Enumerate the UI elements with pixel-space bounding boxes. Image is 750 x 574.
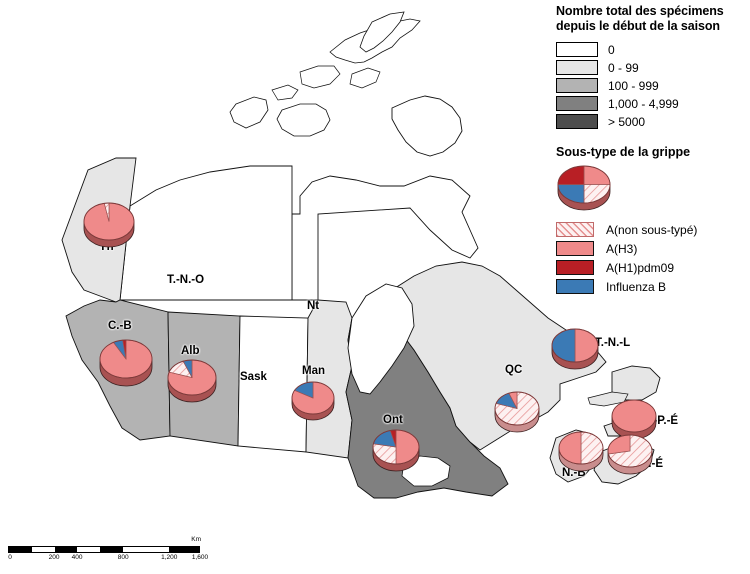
scale-tick-5: 1,600: [191, 554, 209, 561]
legend-subtype-swatch-untyped: [556, 222, 594, 237]
legend-row-1: 0 - 99: [556, 59, 746, 76]
hudson-bay: [347, 283, 415, 395]
pie-chart-tnl: [551, 328, 599, 370]
pie-chart-yn: [83, 202, 135, 248]
province-qc: [373, 261, 607, 451]
legend-label-3: 1,000 - 4,999: [608, 96, 679, 111]
ellesmere-island: [359, 11, 405, 53]
legend-swatch-0: [556, 42, 598, 57]
island-cluster-north: [271, 65, 381, 101]
region-label-qc: QC: [505, 364, 523, 376]
pie-chart-man: [291, 381, 335, 421]
scale-bar-segment-2: [77, 547, 101, 552]
pie-chart-ne: [607, 434, 653, 475]
scale-bar-ticks: 0 200 400 800 1,200 1,600: [8, 554, 208, 566]
region-label-ont: Ont: [383, 414, 403, 426]
scale-tick-4: 1,200: [161, 554, 178, 561]
scale-tick-3: 800: [117, 554, 129, 561]
pie-chart-nb: [558, 431, 604, 472]
legend-swatch-4: [556, 114, 598, 129]
province-tno: [119, 165, 293, 301]
legend-subtype-label-2: A(H1)pdm09: [606, 260, 675, 275]
legend-specimen-counts: Nombre total des spécimens depuis le déb…: [556, 4, 746, 130]
legend-influenza-subtype: Sous-type de la grippe A(non sous-typé) …: [556, 145, 746, 296]
region-label-man: Man: [302, 365, 325, 377]
legend-sample-pie: [557, 165, 611, 211]
scale-bar-unit: Km: [191, 536, 201, 543]
legend-subtype-row-0: A(non sous-typé): [556, 220, 746, 239]
scale-tick-0: 0: [8, 554, 12, 561]
region-label-nt: Nt: [307, 300, 320, 312]
pie-chart-ont: [372, 429, 420, 472]
province-nt: [291, 175, 479, 301]
pie-chart-ipe: [611, 399, 657, 440]
legend-subtype-label-1: A(H3): [606, 241, 638, 256]
legend-subtype-row-2: A(H1)pdm09: [556, 258, 746, 277]
pie-chart-alb: [167, 359, 217, 403]
pie-chart-cb: [99, 339, 153, 387]
scale-bar-segment-3: [123, 547, 169, 552]
legend-subtype-swatch-ah3: [556, 241, 594, 256]
legend-swatch-3: [556, 96, 598, 111]
legend-subtype-swatch-influenzab: [556, 279, 594, 294]
legend-subtype-title: Sous-type de la grippe: [556, 145, 691, 159]
scale-bar-segment-1: [31, 547, 55, 552]
legend-subtype-swatch-ah1pdm09: [556, 260, 594, 275]
legend-subtype-label-0: A(non sous-typé): [606, 222, 698, 237]
legend-row-4: > 5000: [556, 113, 746, 130]
legend-title-line1: Nombre total des spécimens: [556, 4, 724, 18]
legend-swatch-1: [556, 60, 598, 75]
legend-title-line2: depuis le début de la saison: [556, 18, 720, 33]
victoria-island: [276, 103, 331, 137]
region-label-alb: Alb: [181, 345, 200, 357]
legend-swatch-2: [556, 78, 598, 93]
region-label-cb: C.-B: [108, 320, 132, 332]
region-label-tnl: T.-N.-L: [595, 337, 631, 349]
legend-label-4: > 5000: [608, 114, 646, 129]
scale-bar: Km 0 200 400 800 1,200 1,600: [8, 536, 208, 566]
baffin-island: [391, 95, 463, 157]
scale-bar-track: Km: [8, 536, 201, 553]
scale-tick-1: 200: [48, 554, 60, 561]
legend-label-1: 0 - 99: [608, 60, 639, 75]
legend-subtype-row-1: A(H3): [556, 239, 746, 258]
banks-island: [229, 96, 269, 129]
legend-subtype-label-3: Influenza B: [606, 279, 667, 294]
legend-label-2: 100 - 999: [608, 78, 659, 93]
legend-row-2: 100 - 999: [556, 77, 746, 94]
legend-label-0: 0: [608, 42, 615, 57]
legend-subtype-row-3: Influenza B: [556, 277, 746, 296]
province-man: [305, 299, 353, 459]
region-label-tno: T.-N.-O: [167, 274, 205, 286]
pie-chart-qc: [494, 391, 540, 433]
scale-tick-2: 400: [71, 554, 83, 561]
region-label-sask: Sask: [240, 371, 267, 383]
legend-row-3: 1,000 - 4,999: [556, 95, 746, 112]
legend-row-0: 0: [556, 41, 746, 58]
